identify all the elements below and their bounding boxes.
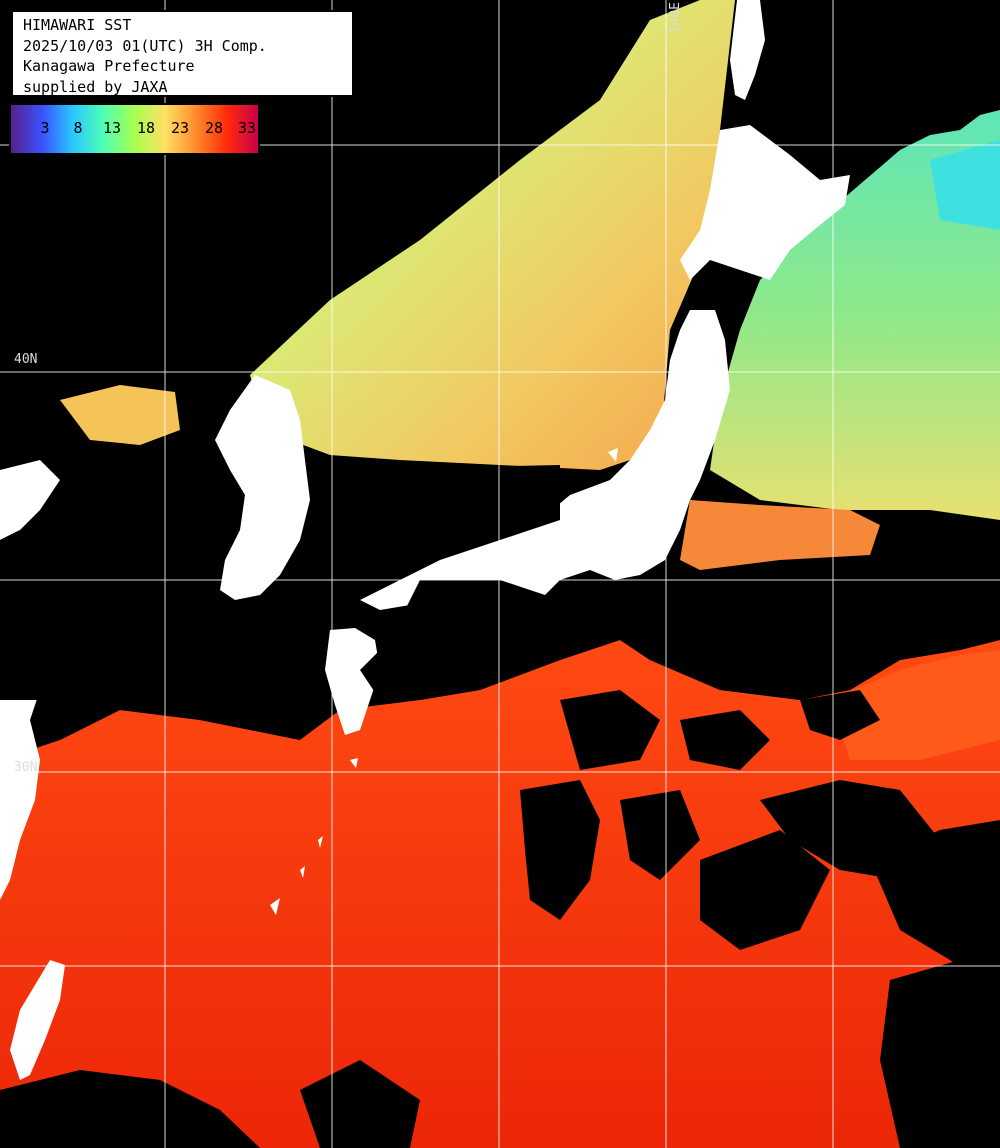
mainland-west-land [0,460,60,540]
lat-30-label: 30N [14,760,38,775]
yellow-sea-patch [60,385,180,445]
map-region: Kanagawa Prefecture [23,57,195,75]
ne-pacific-field [710,110,1000,520]
map-date: 2025/10/03 01(UTC) 3H Comp. [23,36,267,55]
hokkaido-land [680,125,850,280]
southern-field [0,640,1000,1148]
info-box: HIMAWARI SST 2025/10/03 01(UTC) 3H Comp.… [11,10,354,97]
legend-tick-label: 18 [136,119,156,137]
ryukyu-islands-land [270,758,358,915]
lat-40-label: 40N [14,352,38,367]
kuroshio-band [680,500,880,570]
lon-140-label: 140E [668,2,683,34]
legend-tick-label: 23 [170,119,190,137]
legend-tick-label: 13 [102,119,122,137]
sakhalin-land [730,0,765,100]
taiwan-land [10,960,65,1080]
cloud-patches [0,690,1000,1148]
legend-tick-label: 8 [73,119,83,137]
sea-of-japan-field [250,0,735,470]
korea-land [215,375,310,600]
southeast-band [830,650,1000,760]
sst-legend: 3 8 13 18 23 28 33 [9,103,260,155]
kyushu-land [325,628,380,735]
honshu-land [360,310,730,630]
okhotsk-field [930,140,1000,230]
sado-land [608,448,618,462]
map-credit: supplied by JAXA [23,77,168,96]
legend-tick-label: 28 [204,119,224,137]
legend-tick-label: 3 [40,119,50,137]
map-title: HIMAWARI SST [23,16,132,34]
legend-tick-label: 33 [237,119,257,137]
